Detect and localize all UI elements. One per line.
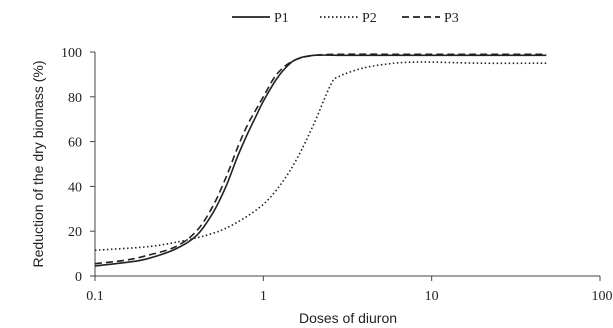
axes [94, 52, 600, 277]
y-tick-label: 60 [68, 136, 82, 151]
y-tick-label: 20 [68, 225, 82, 240]
y-tick-label: 0 [75, 270, 82, 285]
y-tick-label: 80 [68, 91, 82, 106]
y-axis-title: Reduction of the dry biomass (%) [30, 61, 46, 268]
y-ticks: 0 20 40 60 80 100 [61, 46, 95, 285]
legend: P1 P2 P3 [232, 11, 459, 26]
y-tick-label: 100 [61, 46, 82, 61]
series-line-p2 [94, 61, 547, 252]
x-ticks: 0.1 1 10 100 [86, 276, 613, 304]
legend-label-p2: P2 [362, 11, 377, 26]
legend-label-p3: P3 [444, 11, 459, 26]
series-line-p1 [94, 54, 547, 267]
x-tick-label: 0.1 [86, 289, 104, 304]
x-tick-label: 1 [260, 289, 267, 304]
x-tick-label: 10 [425, 289, 439, 304]
legend-label-p1: P1 [274, 11, 289, 26]
y-tick-label: 40 [68, 180, 82, 195]
x-axis-title: Doses of diuron [299, 310, 397, 326]
series-line-p3 [94, 53, 547, 265]
series-lines [94, 53, 547, 267]
x-tick-label: 100 [592, 289, 613, 304]
